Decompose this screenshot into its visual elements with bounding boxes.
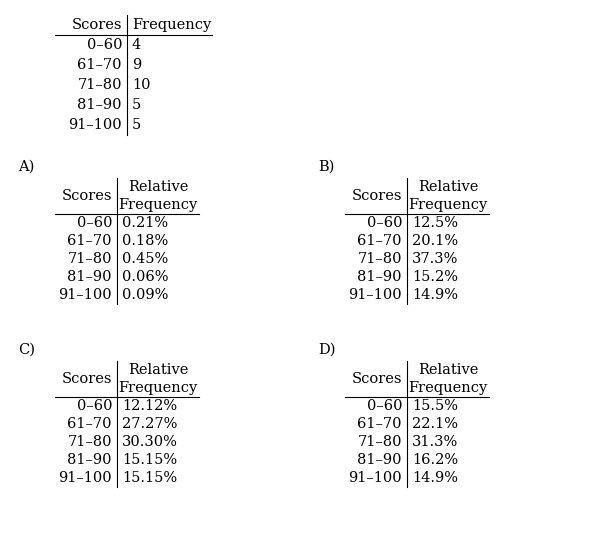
Text: 22.1%: 22.1% bbox=[412, 417, 458, 431]
Text: 0.09%: 0.09% bbox=[122, 288, 168, 302]
Text: 12.12%: 12.12% bbox=[122, 399, 177, 413]
Text: Relative: Relative bbox=[418, 180, 478, 194]
Text: 61–70: 61–70 bbox=[357, 417, 402, 431]
Text: 71–80: 71–80 bbox=[357, 252, 402, 266]
Text: 0–60: 0–60 bbox=[87, 38, 122, 52]
Text: 14.9%: 14.9% bbox=[412, 471, 458, 485]
Text: 4: 4 bbox=[132, 38, 142, 52]
Text: 71–80: 71–80 bbox=[77, 78, 122, 92]
Text: Frequency: Frequency bbox=[408, 198, 487, 212]
Text: 0.18%: 0.18% bbox=[122, 234, 168, 248]
Text: 71–80: 71–80 bbox=[68, 435, 112, 449]
Text: 81–90: 81–90 bbox=[357, 270, 402, 284]
Text: 91–100: 91–100 bbox=[348, 288, 402, 302]
Text: A): A) bbox=[18, 160, 34, 174]
Text: 71–80: 71–80 bbox=[357, 435, 402, 449]
Text: 20.1%: 20.1% bbox=[412, 234, 458, 248]
Text: 27.27%: 27.27% bbox=[122, 417, 178, 431]
Text: Frequency: Frequency bbox=[118, 198, 198, 212]
Text: Relative: Relative bbox=[128, 363, 188, 377]
Text: 61–70: 61–70 bbox=[68, 417, 112, 431]
Text: Relative: Relative bbox=[418, 363, 478, 377]
Text: Relative: Relative bbox=[128, 180, 188, 194]
Text: 15.15%: 15.15% bbox=[122, 453, 177, 467]
Text: 15.5%: 15.5% bbox=[412, 399, 458, 413]
Text: 16.2%: 16.2% bbox=[412, 453, 458, 467]
Text: 5: 5 bbox=[132, 118, 142, 132]
Text: 91–100: 91–100 bbox=[348, 471, 402, 485]
Text: Scores: Scores bbox=[351, 189, 402, 203]
Text: 71–80: 71–80 bbox=[68, 252, 112, 266]
Text: B): B) bbox=[318, 160, 334, 174]
Text: 5: 5 bbox=[132, 98, 142, 112]
Text: 91–100: 91–100 bbox=[68, 118, 122, 132]
Text: 37.3%: 37.3% bbox=[412, 252, 458, 266]
Text: Scores: Scores bbox=[351, 372, 402, 386]
Text: 0–60: 0–60 bbox=[367, 216, 402, 230]
Text: 81–90: 81–90 bbox=[68, 270, 112, 284]
Text: Frequency: Frequency bbox=[132, 18, 211, 32]
Text: 91–100: 91–100 bbox=[59, 288, 112, 302]
Text: 0–60: 0–60 bbox=[76, 399, 112, 413]
Text: Scores: Scores bbox=[71, 18, 122, 32]
Text: 61–70: 61–70 bbox=[68, 234, 112, 248]
Text: 0.06%: 0.06% bbox=[122, 270, 168, 284]
Text: C): C) bbox=[18, 343, 35, 357]
Text: 81–90: 81–90 bbox=[357, 453, 402, 467]
Text: 30.30%: 30.30% bbox=[122, 435, 178, 449]
Text: 81–90: 81–90 bbox=[68, 453, 112, 467]
Text: 9: 9 bbox=[132, 58, 142, 72]
Text: 10: 10 bbox=[132, 78, 151, 92]
Text: Frequency: Frequency bbox=[118, 381, 198, 395]
Text: 0.45%: 0.45% bbox=[122, 252, 168, 266]
Text: 61–70: 61–70 bbox=[77, 58, 122, 72]
Text: 0–60: 0–60 bbox=[76, 216, 112, 230]
Text: 0.21%: 0.21% bbox=[122, 216, 168, 230]
Text: 0–60: 0–60 bbox=[367, 399, 402, 413]
Text: Scores: Scores bbox=[62, 372, 112, 386]
Text: D): D) bbox=[318, 343, 336, 357]
Text: Scores: Scores bbox=[62, 189, 112, 203]
Text: 61–70: 61–70 bbox=[357, 234, 402, 248]
Text: 15.15%: 15.15% bbox=[122, 471, 177, 485]
Text: 81–90: 81–90 bbox=[77, 98, 122, 112]
Text: 15.2%: 15.2% bbox=[412, 270, 458, 284]
Text: 14.9%: 14.9% bbox=[412, 288, 458, 302]
Text: 31.3%: 31.3% bbox=[412, 435, 458, 449]
Text: 12.5%: 12.5% bbox=[412, 216, 458, 230]
Text: 91–100: 91–100 bbox=[59, 471, 112, 485]
Text: Frequency: Frequency bbox=[408, 381, 487, 395]
